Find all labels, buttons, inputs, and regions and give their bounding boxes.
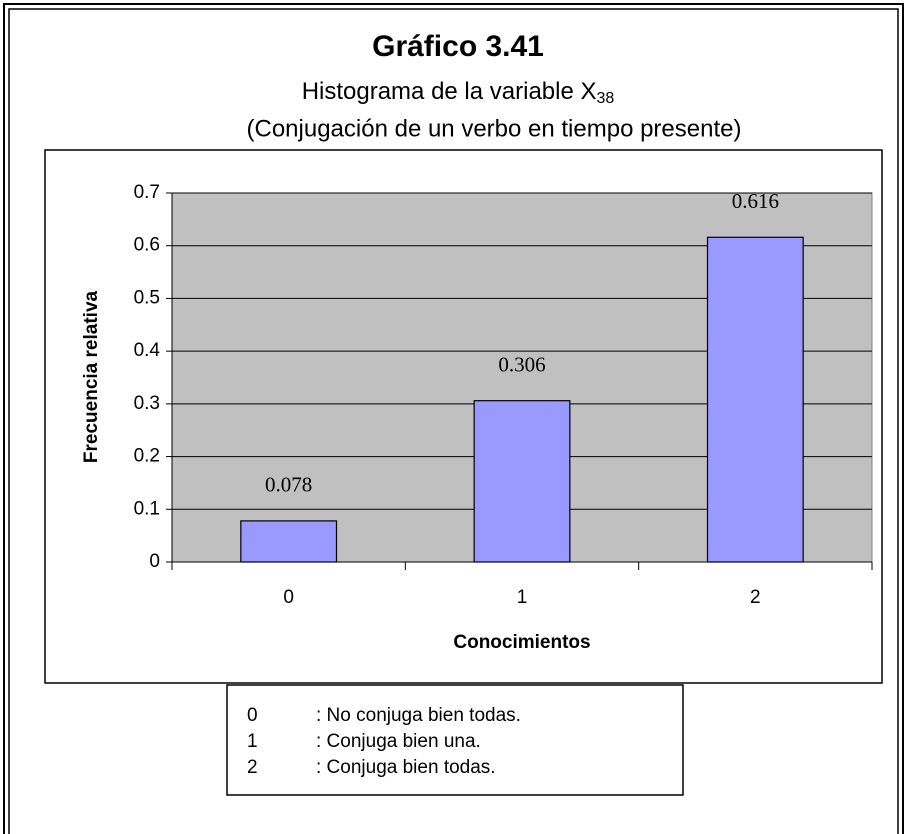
legend-text: : No conjuga bien todas. — [316, 705, 521, 726]
y-tick-label: 0.6 — [134, 235, 160, 256]
x-tick-label: 2 — [750, 587, 761, 608]
subtitle-subscript: 38 — [597, 90, 615, 107]
legend-box — [226, 684, 684, 796]
x-tick-label: 1 — [517, 587, 528, 608]
chart-title: Gráfico 3.41 — [372, 30, 544, 63]
legend-code: 2 — [247, 757, 258, 778]
legend-text: : Conjuga bien todas. — [316, 757, 496, 778]
bar — [706, 236, 804, 563]
bar — [240, 520, 338, 563]
inner-frame — [8, 8, 899, 834]
chart-subtitle: Histograma de la variable X38 — [302, 78, 615, 107]
y-tick-label: 0.5 — [134, 287, 160, 308]
subtitle-text: Histograma de la variable X — [302, 78, 597, 105]
legend-text: : Conjuga bien una. — [316, 731, 481, 752]
chart-subtitle2: (Conjugación de un verbo en tiempo prese… — [247, 115, 742, 142]
y-tick-label: 0.1 — [134, 498, 160, 519]
y-axis-label: Frecuencia relativa — [81, 290, 102, 463]
outer-frame — [3, 3, 904, 834]
bar — [473, 400, 571, 563]
y-tick-label: 0 — [149, 551, 160, 572]
data-label: 0.306 — [498, 353, 545, 377]
data-label: 0.616 — [732, 189, 779, 213]
data-label: 0.078 — [265, 473, 312, 497]
y-tick-label: 0.7 — [134, 182, 160, 203]
legend-code: 0 — [247, 705, 258, 726]
y-tick-label: 0.3 — [134, 393, 160, 414]
x-tick-label: 0 — [283, 587, 294, 608]
x-axis-label: Conocimientos — [453, 632, 590, 653]
y-tick-label: 0.4 — [134, 340, 161, 361]
y-tick-label: 0.2 — [134, 446, 160, 467]
legend-code: 1 — [247, 731, 258, 752]
